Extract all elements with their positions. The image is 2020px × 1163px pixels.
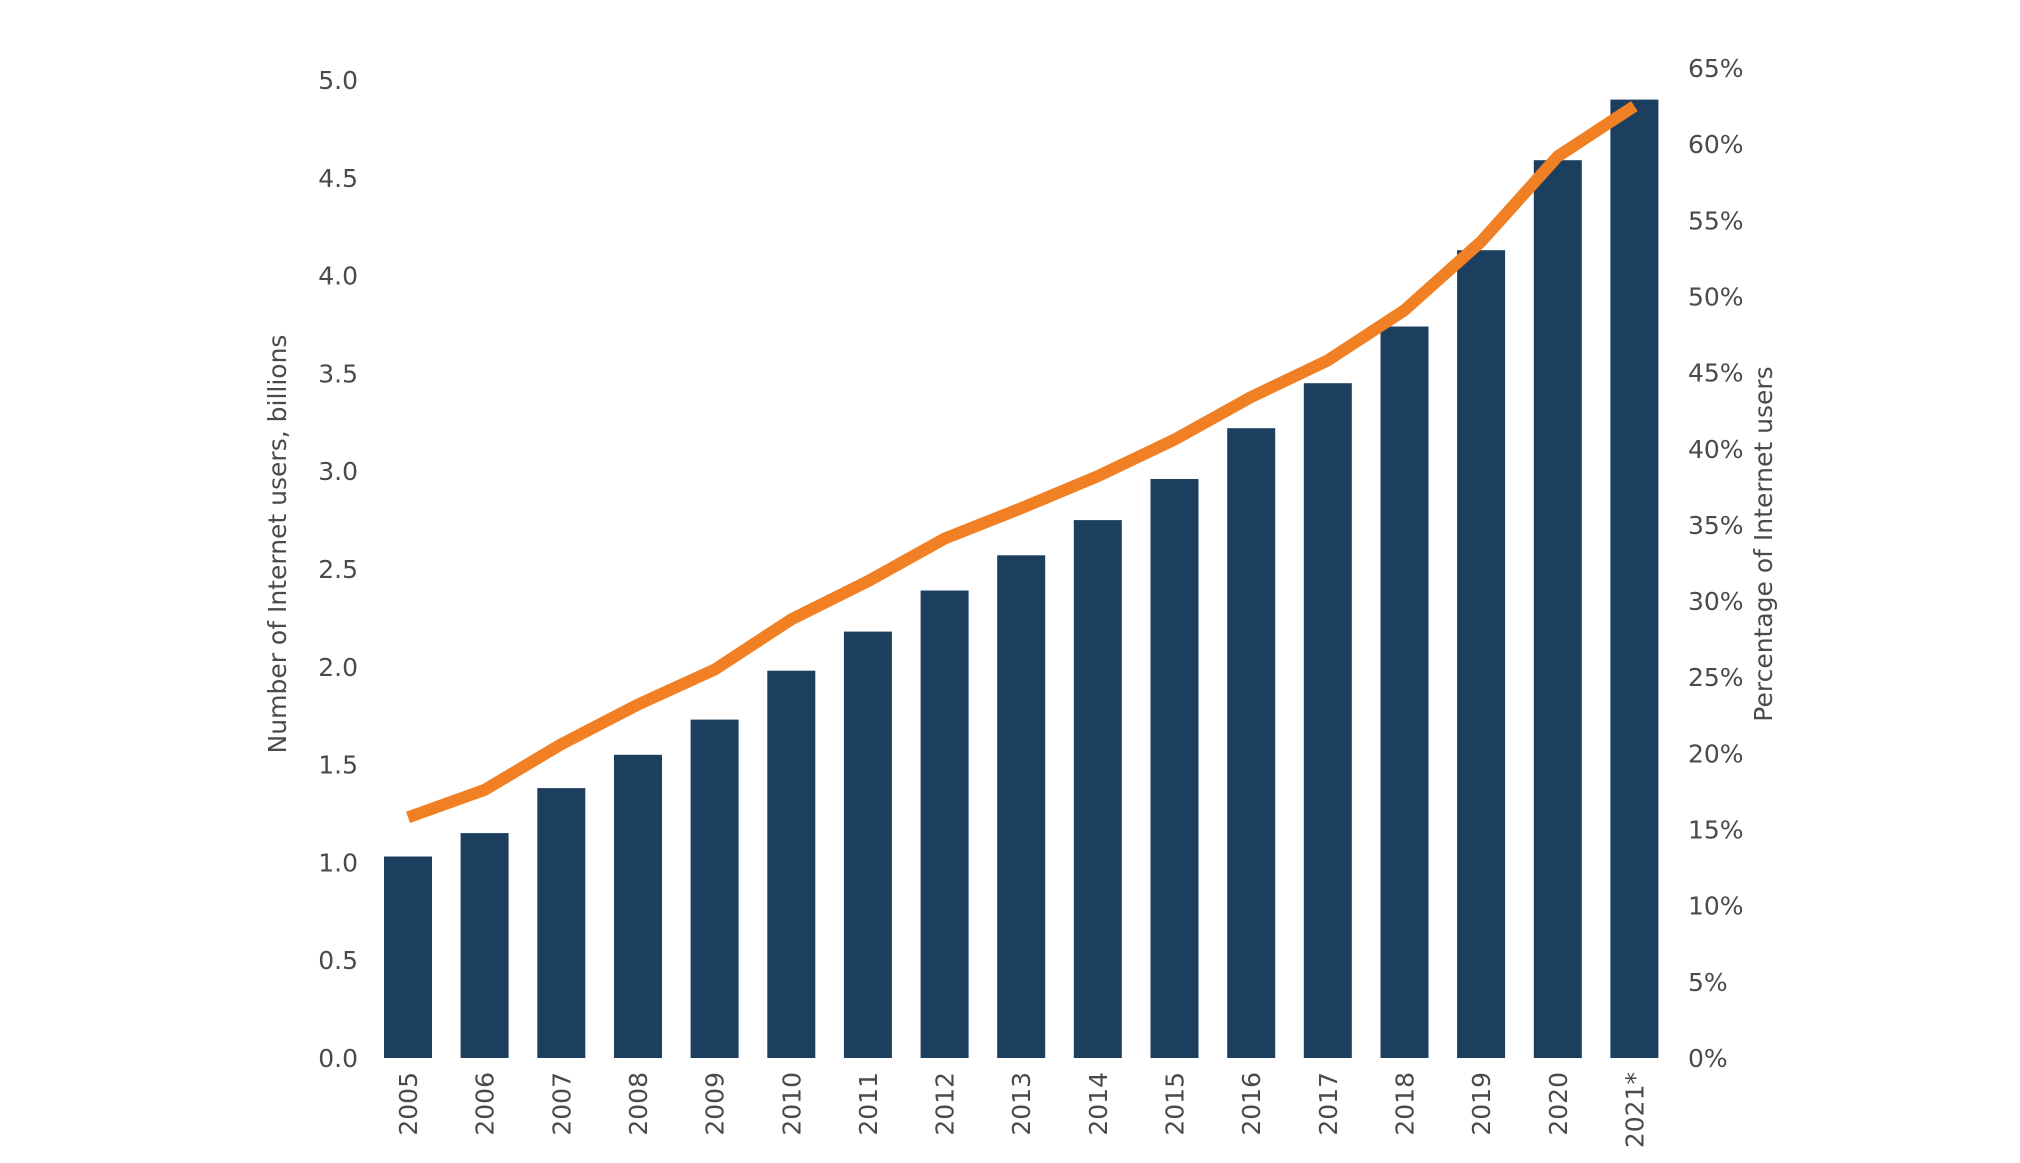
bar-2020: [1533, 160, 1582, 1058]
bar-2010: [767, 670, 816, 1058]
x-axis-ticks: 2005 2006 2007 2008 2009 2010 2011 2012 2013 2014…: [394, 1072, 1649, 1148]
x-tick-label: 2019: [1467, 1072, 1496, 1136]
left-tick-label: 2.0: [318, 653, 358, 682]
x-tick-label: 2013: [1007, 1072, 1036, 1136]
bar-2008: [614, 754, 662, 1058]
left-axis-ticks: 0.0 0.5 1.0 1.5 2.0 2.5 3.0 3.5 4.0 4.5 5.0: [318, 66, 358, 1073]
bar-2014: [1073, 520, 1122, 1058]
bar-2007: [537, 788, 586, 1058]
x-tick-label: 2011: [854, 1072, 883, 1136]
right-tick-label: 35%: [1688, 511, 1744, 540]
x-tick-label: 2014: [1084, 1072, 1113, 1136]
x-tick-label: 2017: [1314, 1072, 1343, 1136]
right-tick-label: 30%: [1688, 587, 1744, 616]
right-tick-label: 45%: [1688, 359, 1744, 388]
right-tick-label: 60%: [1688, 130, 1744, 159]
bar-2005: [384, 856, 432, 1058]
bar-2019: [1457, 250, 1506, 1058]
bar-2018: [1380, 326, 1429, 1058]
x-tick-label: 2021*: [1620, 1072, 1649, 1148]
x-tick-label: 2006: [471, 1072, 500, 1136]
left-tick-label: 3.5: [318, 359, 358, 388]
right-tick-label: 25%: [1688, 663, 1744, 692]
bar-2017: [1303, 383, 1352, 1058]
x-tick-label: 2005: [394, 1072, 423, 1136]
bar-2011: [843, 631, 892, 1058]
left-tick-label: 4.5: [318, 164, 358, 193]
bar-2015: [1150, 479, 1199, 1058]
x-tick-label: 2012: [931, 1072, 960, 1136]
x-tick-label: 2007: [547, 1072, 576, 1136]
right-tick-label: 15%: [1688, 816, 1744, 845]
left-axis-title: Number of Internet users, billions: [263, 335, 292, 754]
left-tick-label: 1.0: [318, 848, 358, 877]
x-tick-label: 2008: [624, 1072, 653, 1136]
x-tick-label: 2010: [777, 1072, 806, 1136]
left-tick-label: 3.0: [318, 457, 358, 486]
left-tick-label: 4.0: [318, 262, 358, 291]
x-tick-label: 2018: [1391, 1072, 1420, 1136]
bar-2009: [690, 719, 739, 1058]
left-tick-label: 2.5: [318, 555, 358, 584]
right-tick-label: 10%: [1688, 892, 1744, 921]
x-tick-label: 2009: [701, 1072, 730, 1136]
right-tick-label: 0%: [1688, 1044, 1728, 1073]
bar-2006: [460, 833, 509, 1058]
x-tick-label: 2016: [1237, 1072, 1266, 1136]
x-tick-label: 2020: [1544, 1072, 1573, 1136]
bar-2012: [920, 590, 969, 1058]
percentage-line: [405, 101, 1638, 824]
x-tick-label: 2015: [1161, 1072, 1190, 1136]
line-layer: [405, 101, 1638, 824]
right-tick-label: 65%: [1688, 54, 1744, 83]
right-axis-ticks: 0% 5% 10% 15% 20% 25% 30% 35% 40% 45% 50% 55% 60% 65%: [1688, 54, 1744, 1073]
bar-2013: [997, 555, 1046, 1058]
left-tick-label: 0.0: [318, 1044, 358, 1073]
right-tick-label: 40%: [1688, 435, 1744, 464]
right-tick-label: 50%: [1688, 283, 1744, 312]
right-tick-label: 55%: [1688, 206, 1744, 235]
left-tick-label: 0.5: [318, 946, 358, 975]
right-tick-label: 5%: [1688, 968, 1728, 997]
bar-2021: [1610, 99, 1659, 1059]
bar-2016: [1227, 428, 1276, 1058]
right-axis-title: Percentage of Internet users: [1749, 366, 1778, 721]
left-tick-label: 1.5: [318, 751, 358, 780]
bars-layer: [384, 99, 1659, 1059]
right-tick-label: 20%: [1688, 739, 1744, 768]
left-tick-label: 5.0: [318, 66, 358, 95]
